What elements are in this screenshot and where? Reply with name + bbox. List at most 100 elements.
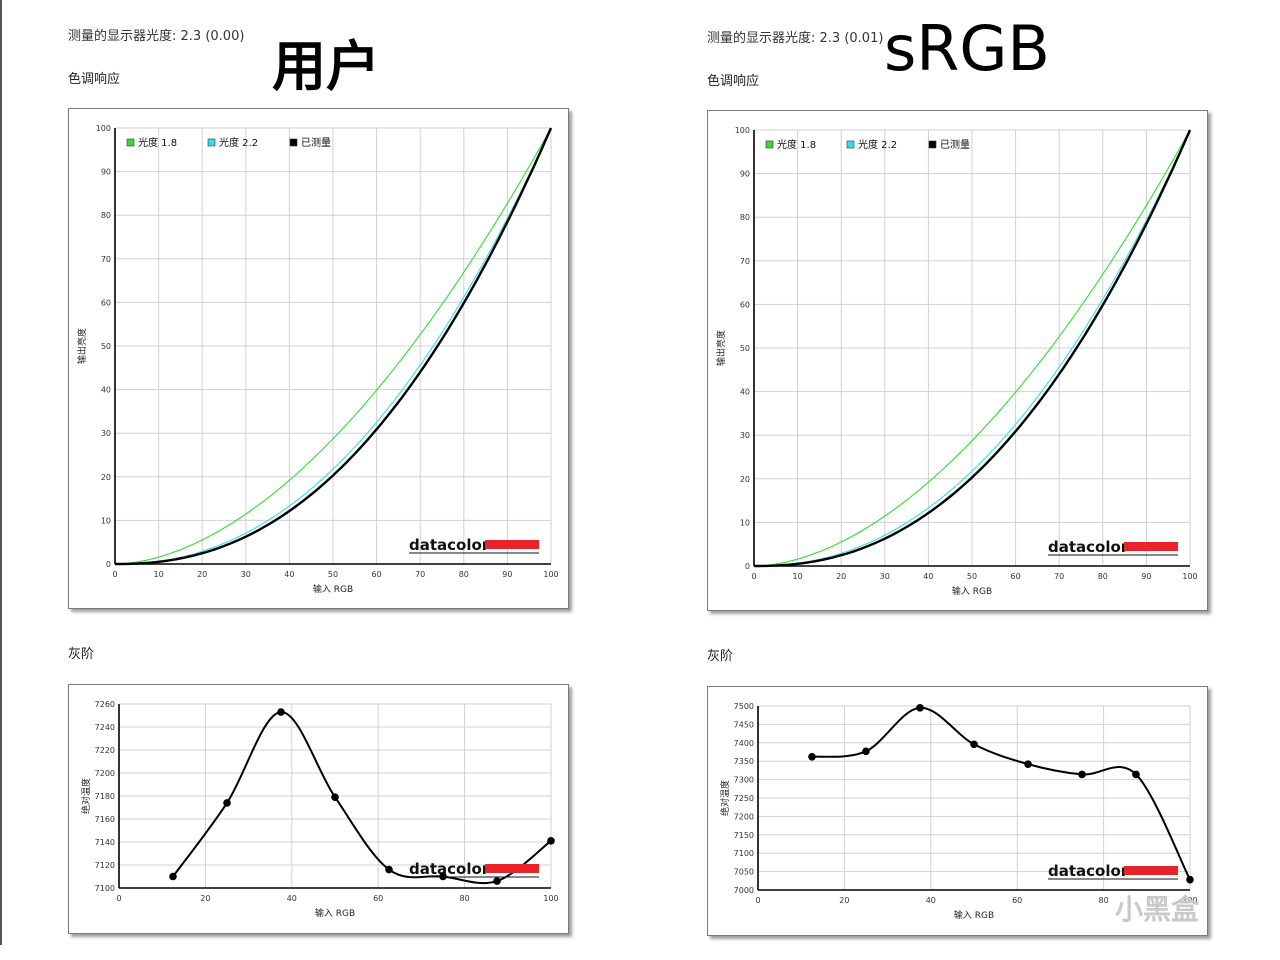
watermark: 小黑盒: [1115, 893, 1200, 926]
x-tick-label: 80: [1099, 896, 1109, 905]
x-tick-label: 30: [241, 570, 251, 579]
temperature-point: [1186, 875, 1194, 884]
x-tick-label: 60: [1012, 896, 1022, 905]
y-tick-label: 7200: [95, 769, 115, 778]
x-tick-label: 20: [197, 570, 207, 579]
y-tick-label: 0: [106, 560, 111, 569]
temperature-point: [169, 872, 177, 881]
datacolor-logo-bar: [485, 540, 539, 549]
y-tick-label: 60: [101, 298, 111, 307]
temperature-point: [547, 837, 555, 845]
x-tick-label: 70: [1054, 572, 1064, 581]
y-tick-label: 70: [740, 257, 750, 266]
temperature-point: [970, 740, 978, 749]
legend-gamma-2-2-label: 光度 2.2: [219, 136, 258, 149]
y-tick-label: 100: [735, 126, 750, 135]
temperature-point: [493, 877, 501, 885]
y-tick-label: 7100: [95, 884, 115, 893]
left-tone-panel: 0 10 20 30 40 50 60 70 80 90 100 0 10 20 30 40 50 60 70 80 9…: [68, 108, 569, 609]
y-tick-label: 60: [740, 300, 750, 309]
y-tick-label: 100: [96, 124, 111, 133]
datacolor-logo-bar: [1124, 866, 1178, 875]
y-tick-label: 70: [101, 255, 111, 264]
right-gray-chart: 0 20 40 60 80 100 7000 7050 7100 7150 7200 7250 7300…: [719, 702, 1198, 921]
y-tick-label: 7200: [734, 812, 754, 821]
y-axis-label: 绝对温度: [719, 780, 731, 816]
gamma-1-8-line: [753, 129, 1191, 567]
x-tick-label: 80: [1098, 572, 1108, 581]
temperature-point: [862, 747, 870, 756]
legend-measured-label: 已测量: [940, 138, 970, 151]
x-tick-label: 100: [1182, 572, 1197, 581]
temperature-point: [916, 704, 924, 712]
temperature-point: [277, 708, 285, 716]
right-gamma-header: 测量的显示器光度: 2.3 (0.01): [707, 31, 884, 46]
datacolor-logo-text: datacolor: [409, 536, 490, 554]
y-axis-label: 输出亮度: [715, 330, 727, 366]
y-tick-label: 40: [101, 386, 111, 395]
measured-line: [115, 127, 553, 566]
left-tone-chart: 0 10 20 30 40 50 60 70 80 90 100 0 10 20 30 40 50 60 70 80 9…: [76, 124, 559, 595]
gamma-2-2-line: [115, 127, 552, 565]
measured-line: [754, 129, 1192, 568]
y-tick-label: 7240: [95, 723, 115, 732]
x-tick-label: 40: [284, 570, 294, 579]
y-tick-label: 7350: [734, 757, 754, 766]
y-tick-label: 30: [101, 429, 111, 438]
legend-gamma-2-2-label: 光度 2.2: [858, 138, 897, 151]
x-tick-label: 90: [502, 570, 512, 579]
y-tick-label: 10: [740, 518, 750, 527]
x-tick-label: 20: [839, 896, 849, 905]
y-tick-label: 7050: [734, 868, 754, 877]
y-tick-label: 7150: [734, 831, 754, 840]
left-gray-section-title: 灰阶: [68, 647, 95, 662]
temperature-point: [385, 865, 393, 874]
left-gray-chart: 0 20 40 60 80 100 7100 7120 7140 7160 7180 7200 7220…: [80, 700, 559, 919]
x-tick-label: 0: [116, 894, 121, 903]
y-tick-label: 7400: [734, 739, 754, 748]
y-tick-label: 7140: [95, 838, 115, 847]
y-tick-label: 7180: [95, 792, 115, 801]
legend-gamma-1-8-swatch: [765, 140, 774, 149]
x-tick-label: 50: [967, 572, 977, 581]
datacolor-logo-text: datacolor: [1048, 538, 1129, 556]
x-axis-label: 输入 RGB: [313, 583, 353, 595]
y-tick-label: 90: [101, 168, 111, 177]
legend-gamma-1-8-label: 光度 1.8: [777, 138, 816, 151]
legend-gamma-2-2-swatch: [846, 140, 855, 149]
y-tick-label: 50: [740, 344, 750, 353]
temperature-point: [223, 799, 231, 807]
x-tick-label: 60: [372, 570, 382, 579]
x-tick-label: 20: [836, 572, 846, 581]
y-tick-label: 10: [101, 516, 111, 525]
legend-measured-label: 已测量: [301, 136, 331, 149]
x-tick-label: 20: [200, 894, 210, 903]
left-gamma-header: 测量的显示器光度: 2.3 (0.00): [68, 29, 245, 44]
right-gray-section-title: 灰阶: [707, 649, 734, 664]
legend-gamma-2-2-swatch: [207, 138, 216, 147]
legend-measured-swatch: [928, 140, 937, 149]
x-tick-label: 100: [1182, 896, 1197, 905]
legend-measured-swatch: [289, 138, 298, 147]
right-tone-panel: 0 10 20 30 40 50 60 70 80 90 100 0 10 20 30 40 50 60 70 80 9…: [707, 110, 1208, 611]
temperature-point: [331, 793, 339, 801]
y-tick-label: 7450: [734, 720, 754, 729]
x-tick-label: 60: [373, 894, 383, 903]
gamma-1-8-line: [114, 127, 552, 565]
temperature-point: [1078, 770, 1086, 779]
temperature-line: [172, 710, 552, 885]
temperature-point: [808, 752, 816, 761]
x-tick-label: 40: [926, 896, 936, 905]
y-tick-label: 50: [101, 342, 111, 351]
y-tick-label: 80: [740, 213, 750, 222]
right-gray-panel: 0 20 40 60 80 100 7000 7050 7100 7150 7200 7250 7300…: [707, 686, 1208, 936]
x-tick-label: 60: [1011, 572, 1021, 581]
y-tick-label: 7250: [734, 794, 754, 803]
right-handwritten-label: sRGB: [884, 12, 1050, 85]
x-axis-label: 输入 RGB: [954, 909, 994, 921]
right-tone-section-title: 色调响应: [707, 74, 760, 89]
x-tick-label: 100: [543, 894, 558, 903]
y-tick-label: 40: [740, 388, 750, 397]
y-tick-label: 7300: [734, 776, 754, 785]
y-tick-label: 20: [101, 473, 111, 482]
